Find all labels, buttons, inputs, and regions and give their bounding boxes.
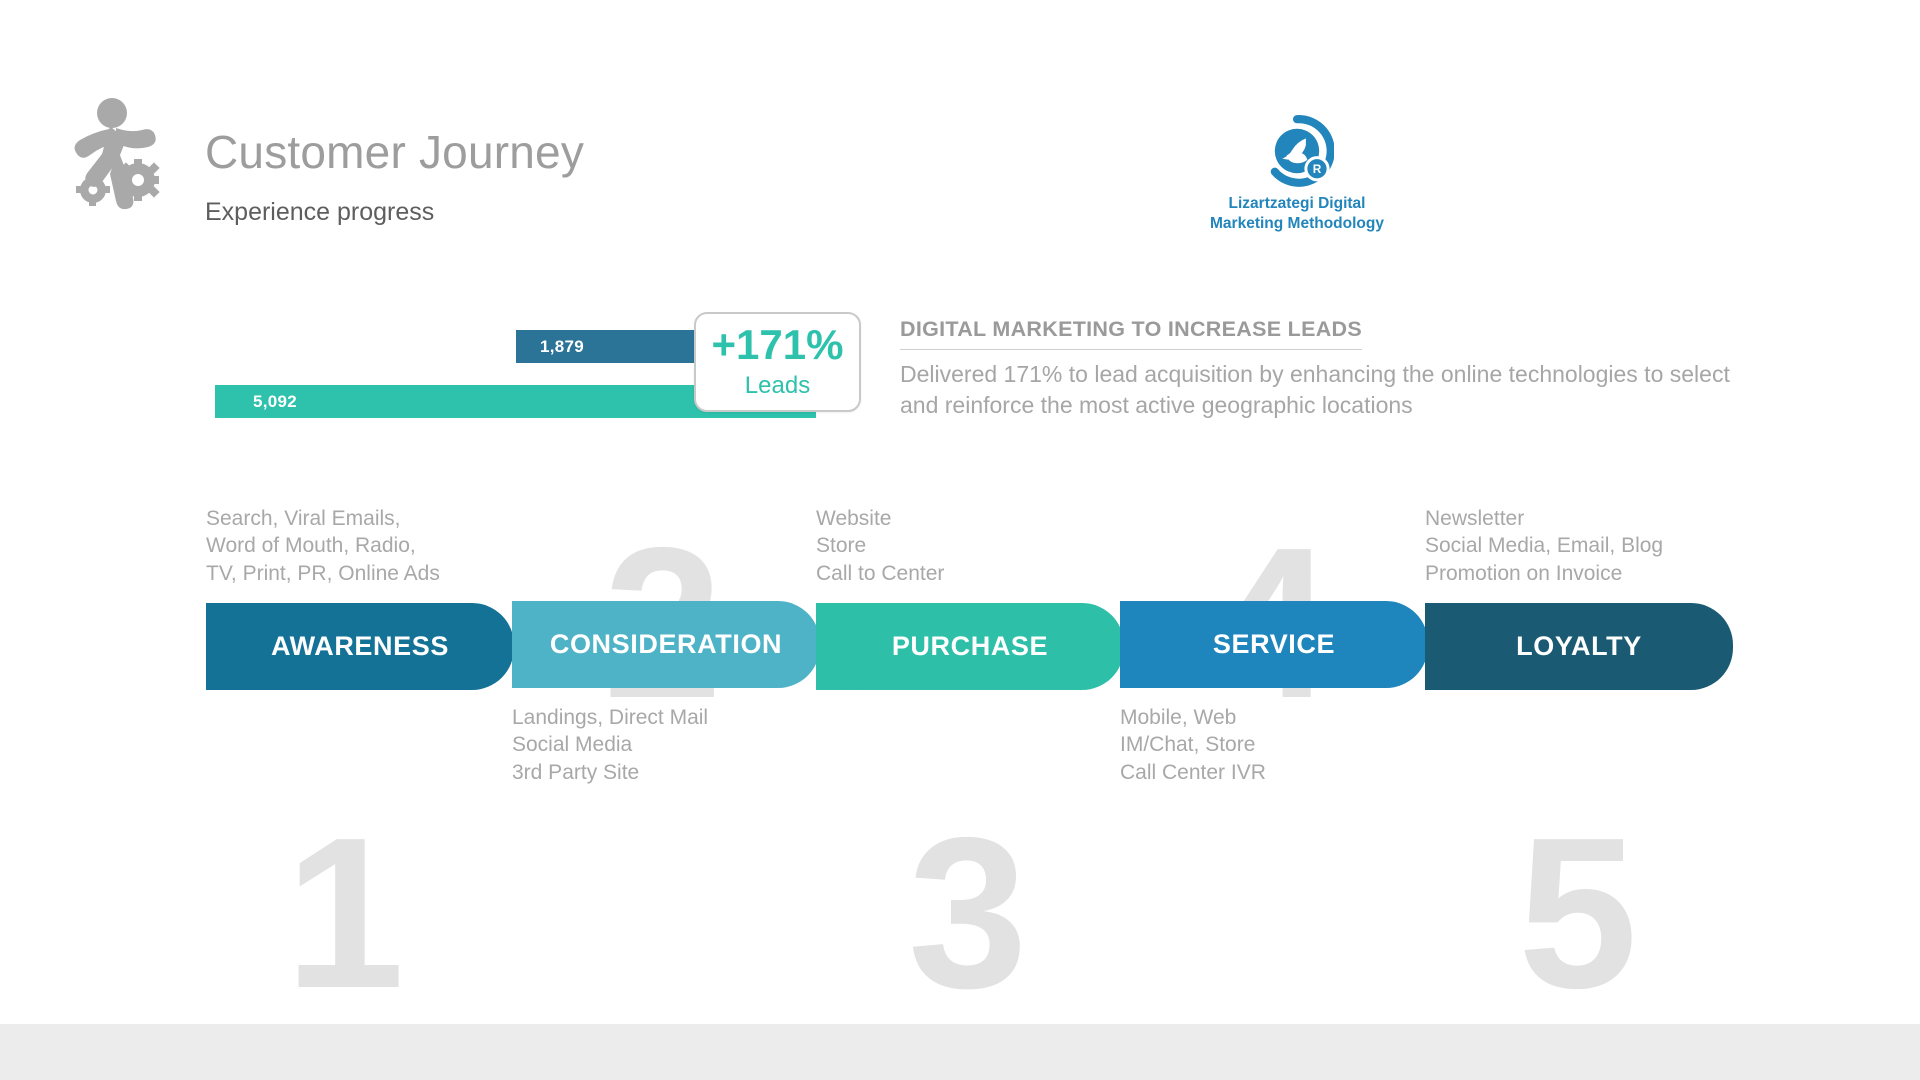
lizartzategi-logo-icon: R [1270, 115, 1334, 187]
stage-item: Call Center IVR [1120, 760, 1266, 784]
journey-stage-awareness[interactable]: Search, Viral Emails, Word of Mouth, Rad… [206, 505, 514, 690]
stage-items-service: Mobile, Web IM/Chat, Store Call Center I… [1120, 704, 1428, 786]
stage-label-loyalty: LOYALTY [1516, 630, 1642, 661]
page-subtitle: Experience progress [205, 198, 435, 227]
kpi-body: Delivered 171% to lead acquisition by en… [900, 361, 1730, 418]
stage-item: Social Media [512, 733, 633, 757]
stage-items-loyalty: Newsletter Social Media, Email, Blog Pro… [1425, 505, 1733, 587]
stage-pill-service[interactable]: SERVICE [1120, 601, 1428, 688]
stage-label-purchase: PURCHASE [891, 630, 1049, 661]
brand-logo: R Lizartzategi Digital Marketing Methodo… [1192, 114, 1402, 235]
stage-item: Newsletter [1425, 507, 1525, 530]
ghost-number-3: 3 [908, 792, 1028, 1033]
kpi-bar-before-value: 1,879 [540, 336, 585, 356]
kpi-badge: +171% Leads [694, 312, 861, 412]
stage-item: Landings, Direct Mail [512, 706, 709, 729]
stage-item: Store [816, 534, 867, 558]
kpi-heading: DIGITAL MARKETING TO INCREASE LEADS [900, 317, 1363, 350]
brand-line-2: Marketing Methodology [1210, 215, 1384, 233]
kpi-section: 1,879 5,092 +171% Leads DIGITAL MARKETIN… [0, 312, 1920, 455]
stage-item: Promotion on Invoice [1425, 561, 1623, 585]
kpi-badge-label: Leads [744, 372, 811, 399]
stage-item: Mobile, Web [1120, 706, 1237, 729]
stage-item: Word of Mouth, Radio, [206, 534, 416, 558]
walking-person-gears-icon [74, 98, 160, 210]
stage-item: 3rd Party Site [512, 760, 640, 784]
kpi-bar-after-value: 5,092 [253, 391, 298, 411]
stage-items-purchase: Website Store Call to Center [816, 505, 1124, 587]
svg-text:R: R [1313, 162, 1322, 176]
kpi-copy: DIGITAL MARKETING TO INCREASE LEADS Deli… [900, 317, 1770, 420]
stage-item: Call to Center [816, 561, 945, 585]
stage-item: Social Media, Email, Blog [1425, 534, 1664, 558]
stage-label-awareness: AWARENESS [271, 630, 449, 661]
stage-pill-awareness[interactable]: AWARENESS [206, 602, 514, 690]
journey-stage-loyalty[interactable]: Newsletter Social Media, Email, Blog Pro… [1425, 505, 1733, 690]
brand-name: Lizartzategi Digital Marketing Methodolo… [1192, 194, 1402, 235]
stage-item: TV, Print, PR, Online Ads [206, 561, 440, 585]
stage-item: IM/Chat, Store [1120, 733, 1256, 757]
journey-section: 1 2 3 4 5 R Search, Viral Emails, Word o… [0, 505, 1920, 1020]
ghost-number-1: 1 [285, 792, 405, 1033]
stage-item: Website [816, 507, 892, 530]
footer-band [0, 1024, 1920, 1080]
journey-stage-purchase[interactable]: Website Store Call to Center PURCHASE [816, 505, 1124, 690]
stage-pill-consideration[interactable]: CONSIDERATION [512, 601, 820, 688]
stage-pill-purchase[interactable]: PURCHASE [816, 602, 1124, 690]
journey-stage-service[interactable]: SERVICE Mobile, Web IM/Chat, Store Call … [1120, 601, 1428, 786]
stage-items-awareness: Search, Viral Emails, Word of Mouth, Rad… [206, 505, 514, 587]
kpi-badge-value: +171% [711, 321, 844, 368]
brand-line-1: Lizartzategi Digital [1228, 195, 1366, 212]
journey-stage-consideration[interactable]: CONSIDERATION Landings, Direct Mail Soci… [512, 601, 820, 786]
title-block: Customer Journey Experience progress [205, 128, 584, 227]
page-title: Customer Journey [205, 126, 585, 178]
ghost-number-5: 5 [1518, 792, 1638, 1033]
stage-label-service: SERVICE [1212, 629, 1336, 659]
stage-pill-loyalty[interactable]: LOYALTY [1425, 602, 1733, 690]
stage-items-consideration: Landings, Direct Mail Social Media 3rd P… [512, 704, 820, 786]
stage-label-consideration: CONSIDERATION [549, 629, 783, 659]
stage-item: Search, Viral Emails, [206, 507, 401, 530]
